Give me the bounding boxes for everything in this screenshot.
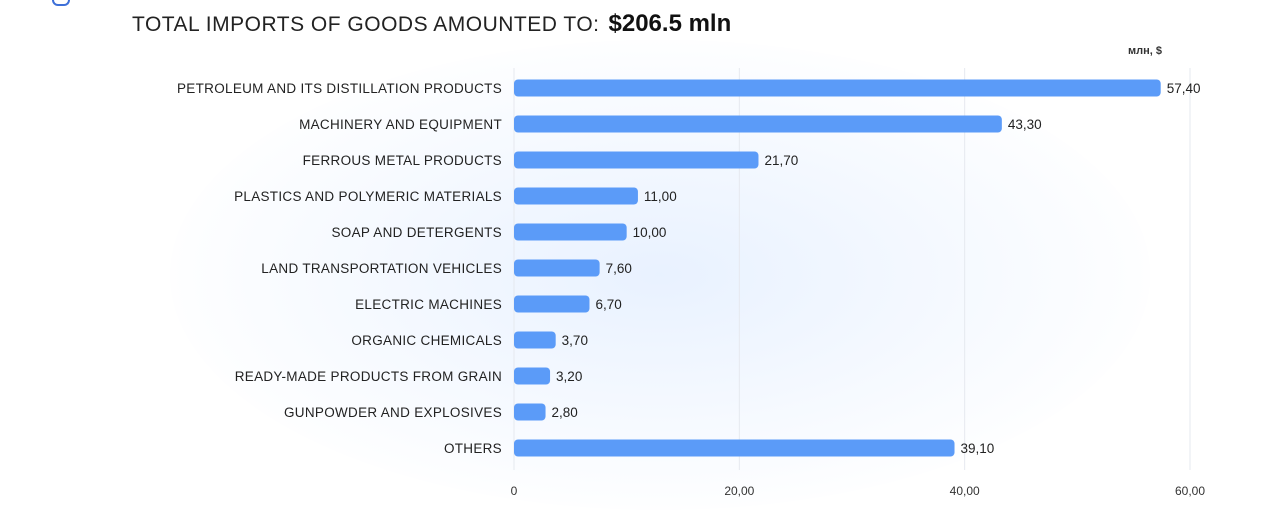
chart-title: TOTAL IMPORTS OF GOODS AMOUNTED TO: $206…: [132, 10, 731, 42]
value-label: 43,30: [1008, 117, 1042, 132]
bar: [514, 403, 546, 421]
title-text: TOTAL IMPORTS OF GOODS AMOUNTED TO:: [132, 13, 600, 36]
x-tick-label: 60,00: [1175, 484, 1205, 498]
category-label: OTHERS: [444, 441, 502, 456]
category-label: FERROUS METAL PRODUCTS: [303, 153, 502, 168]
x-tick-label: 0: [511, 484, 518, 498]
bar: [514, 259, 600, 277]
bar: [514, 115, 1002, 133]
category-label: SOAP AND DETERGENTS: [332, 225, 503, 240]
value-label: 2,80: [552, 405, 578, 420]
x-tick-label: 40,00: [950, 484, 980, 498]
value-label: 3,20: [556, 369, 582, 384]
bar: [514, 295, 590, 313]
category-label: READY-MADE PRODUCTS FROM GRAIN: [235, 369, 502, 384]
value-label: 39,10: [961, 441, 995, 456]
category-label: LAND TRANSPORTATION VEHICLES: [261, 261, 502, 276]
bar: [514, 331, 556, 349]
x-tick-label: 20,00: [724, 484, 754, 498]
value-label: 10,00: [633, 225, 667, 240]
bar: [514, 439, 955, 457]
bar: [514, 223, 627, 241]
bar: [514, 151, 759, 169]
category-label: MACHINERY AND EQUIPMENT: [299, 117, 502, 132]
total-value: $206.5 mln: [608, 10, 732, 37]
bar: [514, 187, 638, 205]
bar: [514, 367, 551, 385]
value-label: 3,70: [562, 333, 588, 348]
category-label: PETROLEUM AND ITS DISTILLATION PRODUCTS: [177, 81, 502, 96]
value-label: 21,70: [764, 153, 798, 168]
category-label: ELECTRIC MACHINES: [355, 297, 502, 312]
category-label: ORGANIC CHEMICALS: [351, 333, 502, 348]
bar: [514, 79, 1161, 97]
category-label: PLASTICS AND POLYMERIC MATERIALS: [234, 189, 502, 204]
unit-label: млн, $: [1128, 45, 1162, 57]
value-label: 11,00: [644, 189, 677, 204]
logo-mark-icon: [52, 0, 70, 6]
value-label: 7,60: [606, 261, 632, 276]
value-label: 57,40: [1167, 81, 1201, 96]
category-label: GUNPOWDER AND EXPLOSIVES: [284, 405, 502, 420]
value-label: 6,70: [595, 297, 621, 312]
